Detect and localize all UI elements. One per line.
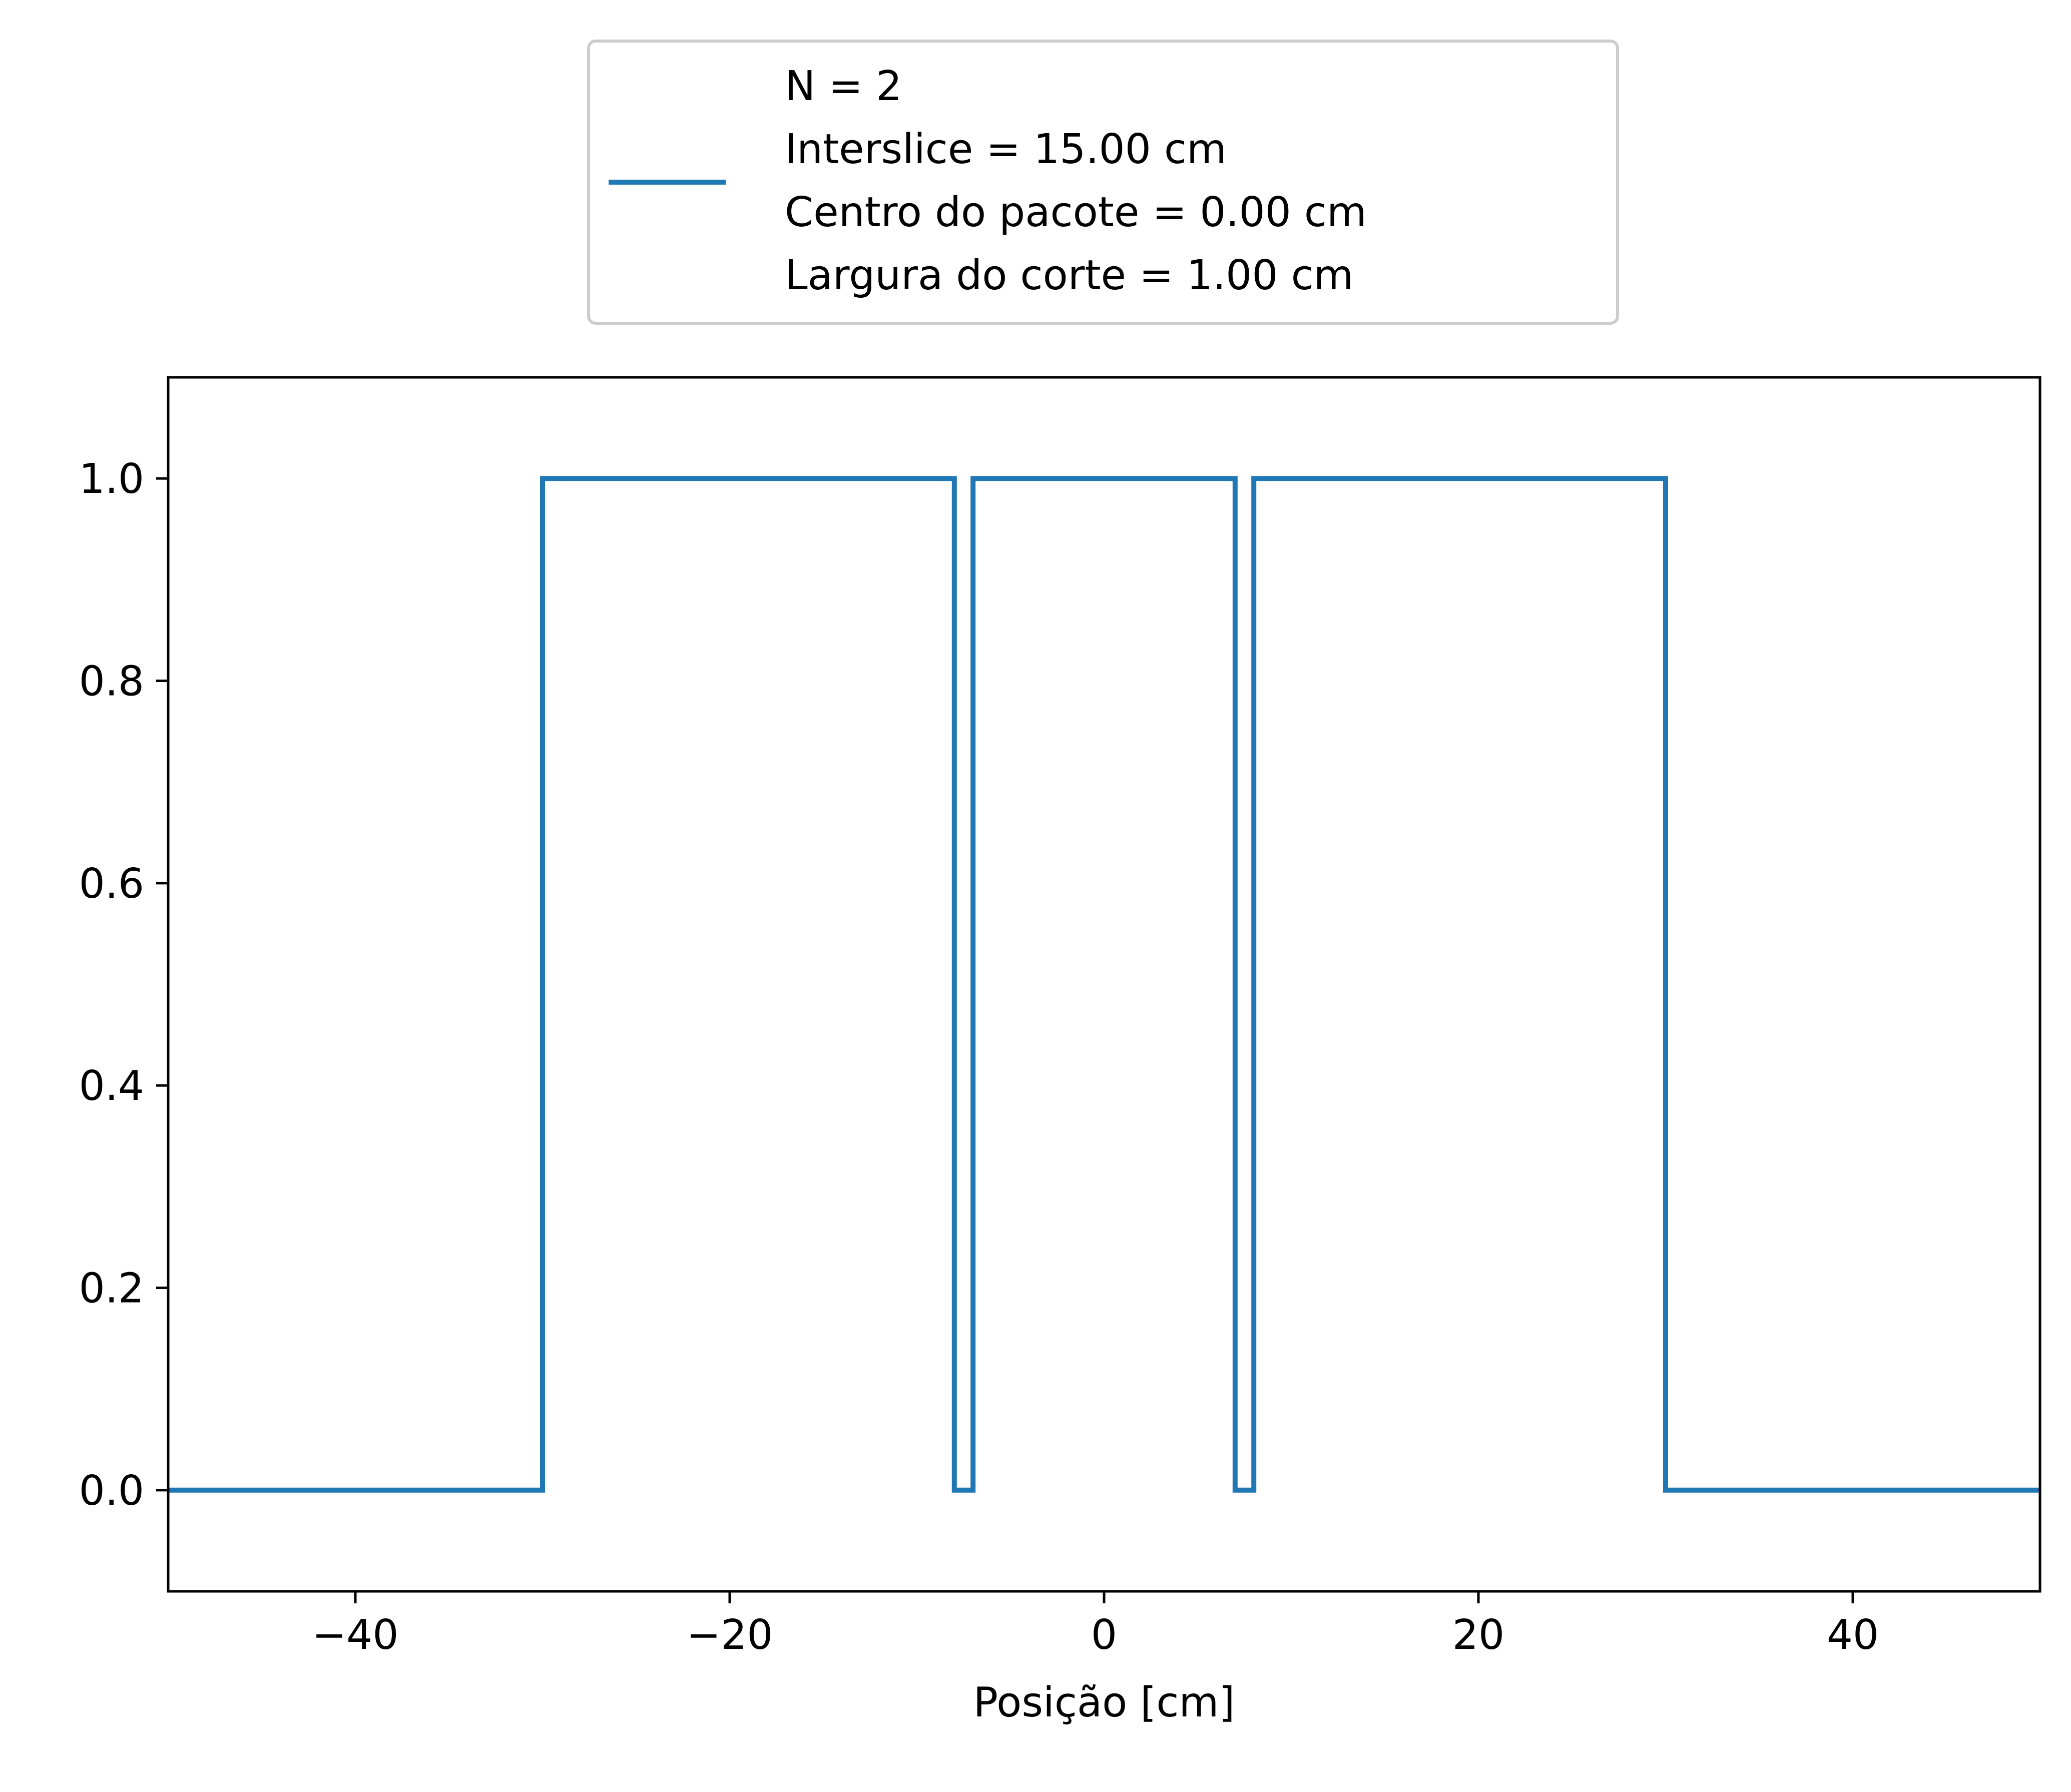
x-axis-ticks: −40 −20 0 20 40 [312, 1591, 1879, 1659]
axes-frame [167, 376, 2041, 1593]
series-line-0 [168, 476, 2040, 1493]
y-tick-label: 1.0 [79, 455, 144, 503]
x-tick-label: 20 [1452, 1611, 1504, 1659]
legend-text-line-4: Largura do corte = 1.00 cm [785, 252, 1354, 299]
y-tick-label: 0.4 [79, 1062, 144, 1110]
y-tick-label: 0.2 [79, 1265, 144, 1313]
plot-series [168, 476, 2040, 1493]
y-tick-label: 0.8 [79, 658, 144, 706]
legend-frame [587, 40, 1619, 325]
x-tick-label: −40 [312, 1611, 398, 1659]
y-tick-label: 0.6 [79, 860, 144, 908]
x-axis-label: Posição [cm] [973, 1679, 1235, 1726]
legend-text-line-2: Interslice = 15.00 cm [785, 126, 1227, 173]
x-tick-label: −20 [686, 1611, 773, 1659]
x-tick-label: 0 [1091, 1611, 1117, 1659]
x-tick-label: 40 [1827, 1611, 1879, 1659]
y-axis-ticks: 0.0 0.2 0.4 0.6 0.8 1.0 [79, 455, 168, 1515]
y-tick-label: 0.0 [79, 1467, 144, 1515]
legend-text-line-3: Centro do pacote = 0.00 cm [785, 189, 1367, 236]
legend: N = 2 Interslice = 15.00 cm Centro do pa… [587, 40, 1619, 325]
legend-text-line-1: N = 2 [785, 63, 902, 110]
